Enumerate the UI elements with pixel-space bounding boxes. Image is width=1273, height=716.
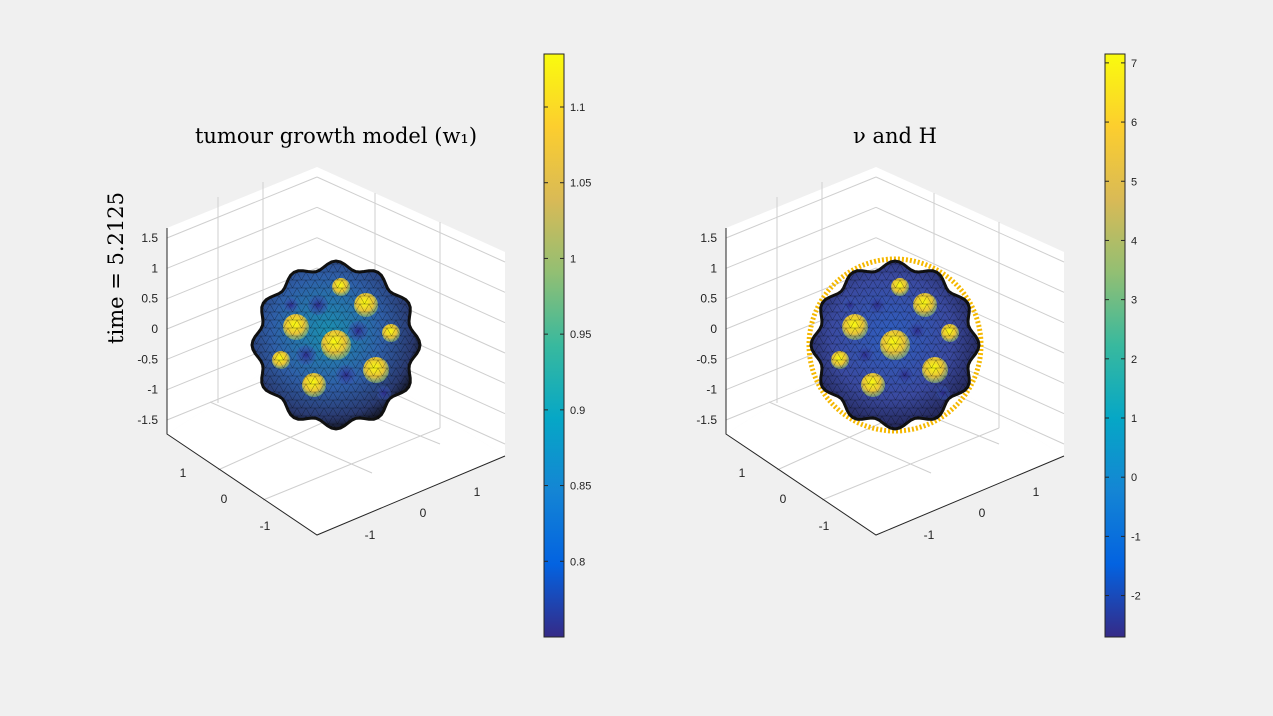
z-tick-label: 0.5 — [700, 292, 717, 306]
grid-line — [768, 401, 932, 474]
colorbar — [1104, 53, 1126, 638]
z-tick-label: -1.5 — [137, 413, 158, 427]
grid-line — [725, 237, 877, 300]
x-tick-label: 0 — [979, 506, 986, 520]
x-tick-label: 1 — [1033, 485, 1040, 499]
colorbar-tick-label: 2 — [1131, 354, 1137, 366]
grid-line — [875, 237, 1065, 324]
grid-line — [725, 176, 877, 239]
colorbar-tick-label: 1 — [1131, 413, 1137, 425]
z-tick-label: -1 — [147, 383, 158, 397]
grid-line — [316, 206, 506, 293]
surface — [250, 259, 422, 431]
normal-rim — [806, 256, 984, 434]
colorbar-tick-label: 3 — [1131, 295, 1137, 307]
colorbar-tick-label: 7 — [1131, 58, 1137, 70]
colorbar-tick-label: 0.85 — [570, 481, 591, 493]
z-tick-label: 0 — [151, 322, 158, 336]
z-tick-label: -0.5 — [696, 352, 717, 366]
grid-line — [166, 237, 318, 300]
colorbar-tick-label: 1.1 — [570, 102, 585, 114]
y-tick-label: 0 — [221, 492, 228, 506]
grid-line — [725, 206, 877, 269]
back-pane-left — [726, 167, 876, 434]
chart-title: ν and H — [853, 124, 937, 148]
panel-left: tumour growth model (w₁) -1.5 -1 -0.5 0 0.5 1 1… — [137, 53, 591, 638]
y-tick-label: 1 — [739, 466, 746, 480]
floor-pane — [167, 338, 505, 535]
time-label: time = 5.2125 — [104, 192, 128, 344]
z-tick-label: 1 — [151, 261, 158, 275]
axis-box-edge — [725, 228, 1065, 536]
grid-line — [875, 176, 1065, 263]
colorbar-tick-label: 1 — [570, 253, 576, 265]
colorbar-tick-label: 5 — [1131, 176, 1137, 188]
grid-line — [166, 176, 318, 239]
colorbar-tick-label: -1 — [1131, 531, 1141, 543]
grid-line — [875, 206, 1065, 293]
colorbar-tick-label: 1.05 — [570, 178, 591, 190]
colorbar-tick-label: 6 — [1131, 117, 1137, 129]
axis-box-edge — [166, 228, 506, 536]
y-tick-label: 0 — [780, 492, 787, 506]
surface-mesh — [811, 261, 979, 429]
z-tick-label: 1.5 — [141, 231, 158, 245]
z-tick-label: 0 — [710, 322, 717, 336]
grid-line — [166, 206, 318, 269]
x-tick-label: 1 — [474, 485, 481, 499]
colorbar-tick-label: 0.95 — [570, 329, 591, 341]
x-tick-label: -1 — [365, 528, 376, 542]
colorbar-tick-label: 0 — [1131, 472, 1137, 484]
floor-pane — [726, 338, 1064, 535]
x-tick-label: 0 — [420, 506, 427, 520]
z-tick-label: -1 — [706, 383, 717, 397]
x-tick-label: -1 — [924, 528, 935, 542]
z-tick-label: 0.5 — [141, 292, 158, 306]
chart-title: tumour growth model (w₁) — [195, 124, 477, 148]
back-pane-left — [167, 167, 317, 434]
colorbar-tick-label: 0.8 — [570, 556, 585, 568]
y-tick-label: -1 — [819, 519, 830, 533]
y-tick-label: 1 — [180, 466, 187, 480]
grid-line — [209, 401, 373, 474]
z-tick-label: -1.5 — [696, 413, 717, 427]
grid-line — [316, 237, 506, 324]
colorbar — [543, 53, 565, 638]
z-tick-label: -0.5 — [137, 352, 158, 366]
grid-line — [316, 176, 506, 263]
surface-mesh — [252, 261, 420, 429]
panel-right: ν and H -1.5 -1 -0.5 0 0.5 1 1.5 -1 0 1 -1 0 1 -2 -1 0 1 2… — [696, 53, 1141, 638]
z-tick-label: 1 — [710, 261, 717, 275]
surface — [806, 256, 984, 434]
colorbar-tick-label: 0.9 — [570, 405, 585, 417]
y-tick-label: -1 — [260, 519, 271, 533]
z-tick-label: 1.5 — [700, 231, 717, 245]
colorbar-tick-label: -2 — [1131, 591, 1141, 603]
colorbar-tick-label: 4 — [1131, 235, 1137, 247]
